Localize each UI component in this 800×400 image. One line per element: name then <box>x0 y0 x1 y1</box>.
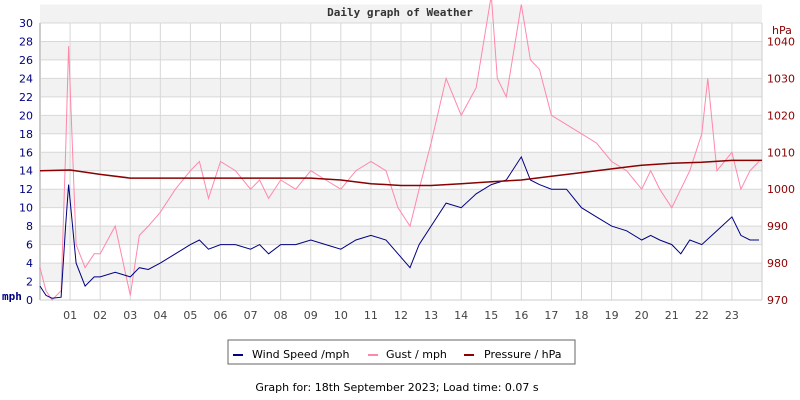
chart-title: Daily graph of Weather <box>327 6 473 19</box>
legend-box <box>227 339 576 365</box>
x-tick-label: 03 <box>123 309 137 322</box>
right-tick-label: 1030 <box>767 72 795 85</box>
x-tick-label: 18 <box>575 309 589 322</box>
right-tick-label: 970 <box>767 294 788 307</box>
x-tick-label: 07 <box>244 309 258 322</box>
legend-gust: Gust / mph <box>386 348 447 361</box>
left-tick-label: 22 <box>19 91 33 104</box>
gridlines <box>39 22 763 301</box>
left-tick-label: 14 <box>19 165 33 178</box>
left-tick-label: 10 <box>19 202 33 215</box>
right-tick-label: 990 <box>767 220 788 233</box>
left-tick-label: 8 <box>26 220 33 233</box>
x-tick-label: 22 <box>695 309 709 322</box>
left-tick-label: 30 <box>19 17 33 30</box>
left-tick-label: 2 <box>26 276 33 289</box>
x-tick-label: 01 <box>63 309 77 322</box>
right-tick-label: 1010 <box>767 146 795 159</box>
footer-text: Graph for: 18th September 2023; Load tim… <box>255 381 539 394</box>
right-axis-label: hPa <box>772 24 792 37</box>
x-tick-label: 17 <box>544 309 558 322</box>
legend-wind: Wind Speed /mph <box>252 348 350 361</box>
left-tick-label: 16 <box>19 146 33 159</box>
x-tick-label: 08 <box>274 309 288 322</box>
left-tick-label: 18 <box>19 128 33 141</box>
right-tick-label: 1020 <box>767 109 795 122</box>
right-tick-label: 1040 <box>767 35 795 48</box>
left-tick-label: 20 <box>19 109 33 122</box>
x-tick-label: 21 <box>665 309 679 322</box>
right-tick-label: 1000 <box>767 183 795 196</box>
x-tick-label: 04 <box>153 309 167 322</box>
left-tick-label: 24 <box>19 72 33 85</box>
x-tick-label: 19 <box>605 309 619 322</box>
tick-labels: 0246810121416182022242628309709809901000… <box>19 17 795 322</box>
x-tick-label: 02 <box>93 309 107 322</box>
x-tick-label: 16 <box>514 309 528 322</box>
x-tick-label: 12 <box>394 309 408 322</box>
x-tick-label: 09 <box>304 309 318 322</box>
x-tick-label: 05 <box>183 309 197 322</box>
x-tick-label: 15 <box>484 309 498 322</box>
x-tick-label: 23 <box>725 309 739 322</box>
legend-pressure: Pressure / hPa <box>484 348 562 361</box>
right-tick-label: 980 <box>767 257 788 270</box>
x-tick-label: 10 <box>334 309 348 322</box>
x-tick-label: 14 <box>454 309 468 322</box>
legend: Wind Speed /mph Gust / mph Pressure / hP… <box>227 339 576 365</box>
left-tick-label: 6 <box>26 239 33 252</box>
left-tick-label: 26 <box>19 54 33 67</box>
x-tick-label: 11 <box>364 309 378 322</box>
left-tick-label: 4 <box>26 257 33 270</box>
left-tick-label: 12 <box>19 183 33 196</box>
band <box>40 4 762 24</box>
left-axis-label: mph <box>2 290 22 303</box>
x-tick-label: 06 <box>214 309 228 322</box>
series-line-pressure <box>39 159 762 187</box>
left-tick-label: 0 <box>26 294 33 307</box>
x-tick-label: 20 <box>635 309 649 322</box>
x-tick-label: 13 <box>424 309 438 322</box>
series-lines <box>39 0 762 301</box>
left-tick-label: 28 <box>19 35 33 48</box>
series-line-wind <box>39 155 759 299</box>
series-line-gust <box>39 0 760 301</box>
